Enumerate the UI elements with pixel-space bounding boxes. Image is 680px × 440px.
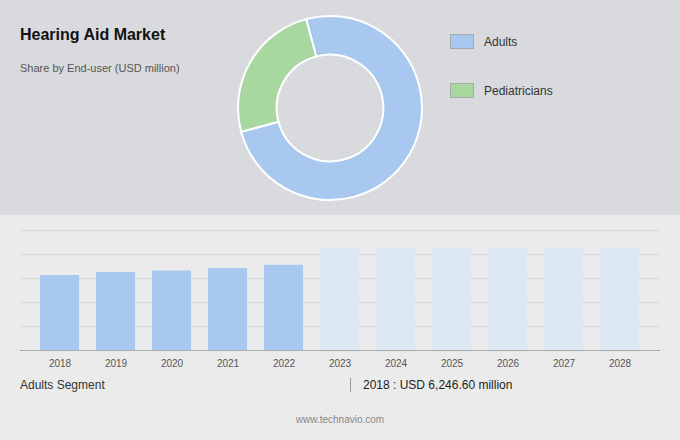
svg-text:2020: 2020	[161, 358, 184, 369]
html-text:Pediatricians: Pediatricians	[484, 83, 553, 98]
svg-text:2027: 2027	[553, 358, 576, 369]
html-text:Hearing Aid Market: Hearing Aid Market	[20, 26, 166, 43]
svg-text:2022: 2022	[273, 358, 296, 369]
svg-text:2021: 2021	[217, 358, 240, 369]
html-text:Adults: Adults	[484, 34, 518, 49]
html-text:Share by End-user (USD million: Share by End-user (USD million)	[20, 62, 180, 74]
html-text:2018 : USD 6,246.60 million: 2018 : USD 6,246.60 million	[363, 378, 513, 392]
svg-text:2018: 2018	[49, 358, 72, 369]
svg-text:2026: 2026	[497, 358, 520, 369]
svg-text:2023: 2023	[329, 358, 352, 369]
svg-text:2025: 2025	[441, 358, 464, 369]
svg-text:2019: 2019	[105, 358, 128, 369]
html-text:Adults Segment: Adults Segment	[20, 378, 105, 392]
svg-text:2024: 2024	[385, 358, 408, 369]
svg-text:2028: 2028	[609, 358, 632, 369]
html-text:www.technavio.com: www.technavio.com	[295, 414, 385, 425]
